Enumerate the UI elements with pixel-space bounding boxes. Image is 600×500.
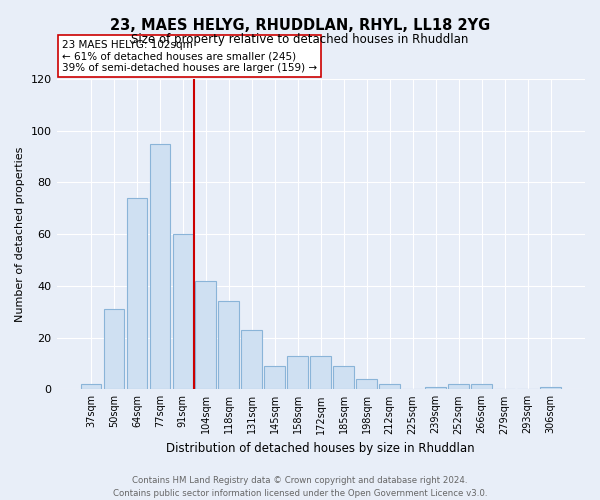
- Bar: [127, 198, 147, 390]
- Bar: [448, 384, 469, 390]
- Y-axis label: Number of detached properties: Number of detached properties: [15, 146, 25, 322]
- Text: 23 MAES HELYG: 102sqm
← 61% of detached houses are smaller (245)
39% of semi-det: 23 MAES HELYG: 102sqm ← 61% of detached …: [62, 40, 317, 73]
- Text: Size of property relative to detached houses in Rhuddlan: Size of property relative to detached ho…: [131, 32, 469, 46]
- Bar: [196, 280, 216, 390]
- Bar: [149, 144, 170, 390]
- Bar: [104, 309, 124, 390]
- Bar: [540, 386, 561, 390]
- Bar: [472, 384, 492, 390]
- Bar: [218, 302, 239, 390]
- X-axis label: Distribution of detached houses by size in Rhuddlan: Distribution of detached houses by size …: [166, 442, 475, 455]
- Bar: [265, 366, 285, 390]
- Text: Contains HM Land Registry data © Crown copyright and database right 2024.
Contai: Contains HM Land Registry data © Crown c…: [113, 476, 487, 498]
- Bar: [241, 330, 262, 390]
- Bar: [425, 386, 446, 390]
- Bar: [379, 384, 400, 390]
- Bar: [310, 356, 331, 390]
- Text: 23, MAES HELYG, RHUDDLAN, RHYL, LL18 2YG: 23, MAES HELYG, RHUDDLAN, RHYL, LL18 2YG: [110, 18, 490, 32]
- Bar: [80, 384, 101, 390]
- Bar: [356, 379, 377, 390]
- Bar: [334, 366, 354, 390]
- Bar: [287, 356, 308, 390]
- Bar: [173, 234, 193, 390]
